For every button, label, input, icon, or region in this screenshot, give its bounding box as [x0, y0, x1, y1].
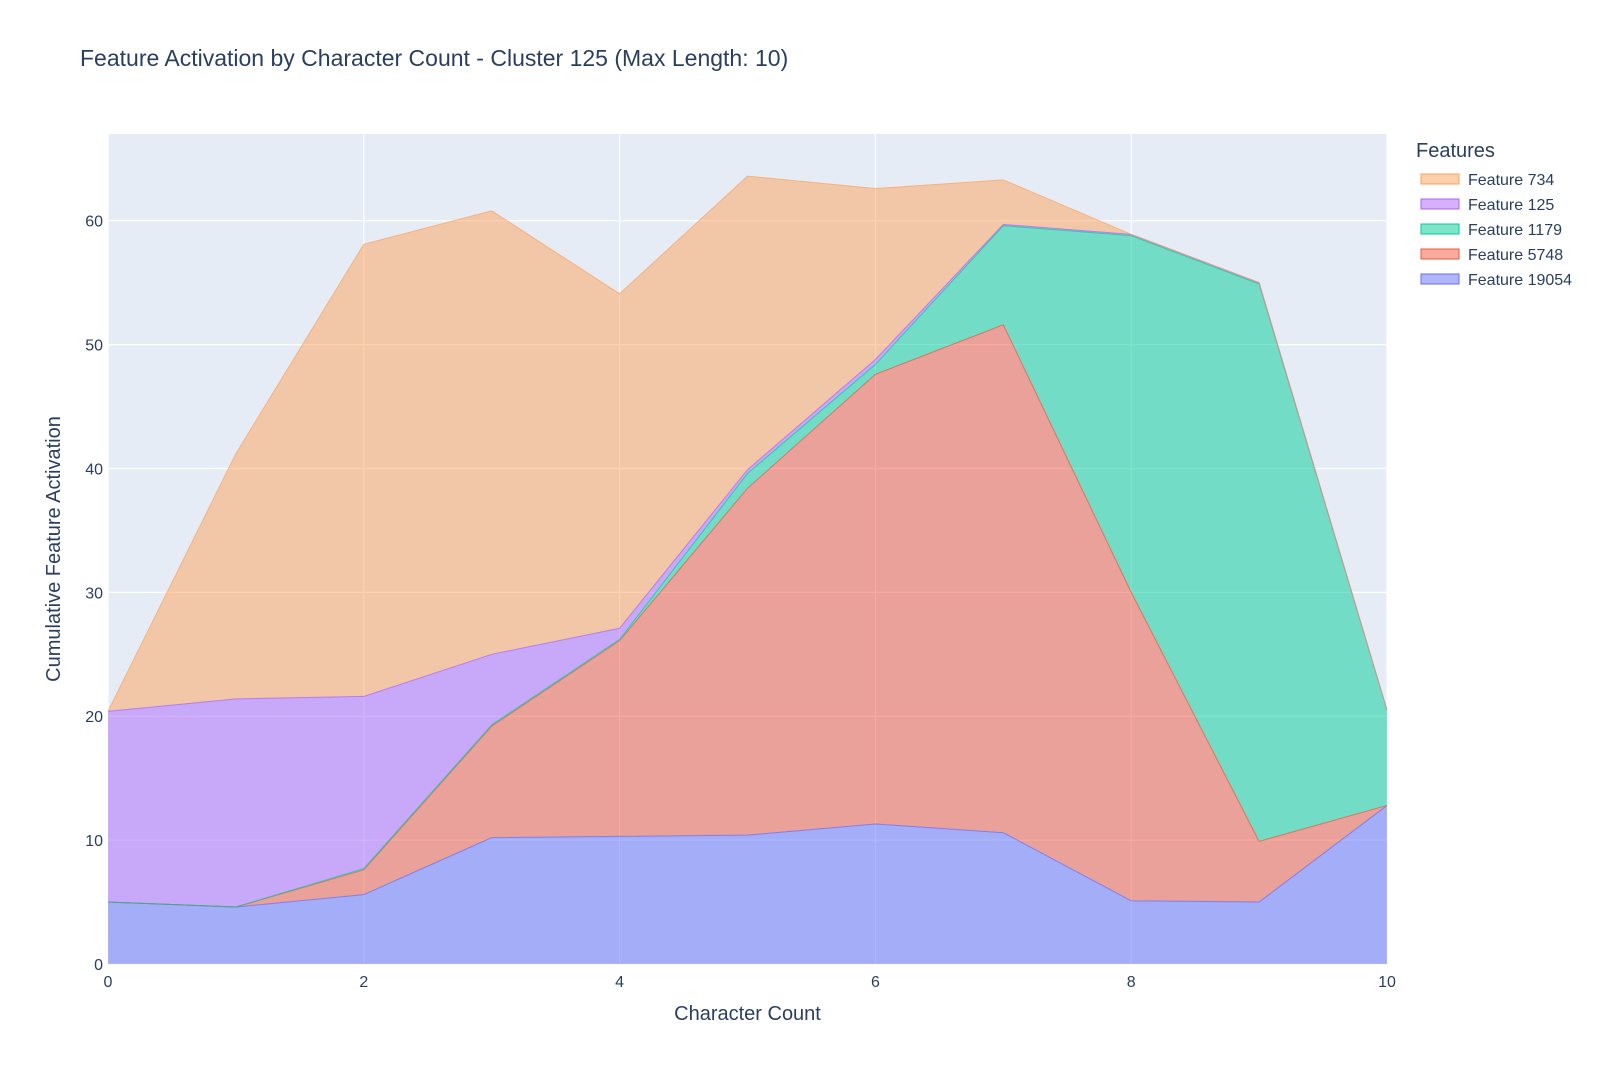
legend-label: Feature 1179: [1468, 222, 1562, 239]
y-tick-label: 0: [94, 957, 103, 974]
chart-title: Feature Activation by Character Count - …: [80, 45, 788, 71]
legend-swatch: [1420, 223, 1460, 235]
y-tick-label: 60: [85, 214, 103, 231]
legend-label: Feature 5748: [1468, 247, 1563, 264]
legend-item-feature-125[interactable]: Feature 125: [1420, 197, 1554, 214]
y-tick-label: 20: [85, 709, 103, 726]
legend: Features Feature 734 Feature 125 Feature 1…: [1416, 140, 1572, 289]
legend-label: Feature 734: [1468, 172, 1554, 189]
y-tick-label: 30: [85, 585, 103, 602]
x-tick-label: 6: [871, 974, 880, 991]
line-feature-1179: [107, 225, 1388, 908]
x-axis-title: Character Count: [674, 1003, 821, 1025]
area-series-layer: [108, 176, 1387, 964]
y-tick-label: 40: [85, 461, 103, 478]
area-feature-5748: [108, 324, 1387, 908]
area-feature-19054: [108, 805, 1387, 964]
y-tick-label: 50: [85, 338, 103, 355]
series-lines-layer: [107, 175, 1388, 908]
legend-swatch: [1420, 248, 1460, 260]
tick-labels: 0 2 4 6 8 10 0 10 20 30 40 50 60: [85, 214, 1396, 991]
x-tick-label: 0: [104, 974, 113, 991]
legend-swatch: [1420, 173, 1460, 185]
legend-item-feature-734[interactable]: Feature 734: [1420, 172, 1554, 189]
x-tick-label: 10: [1378, 974, 1396, 991]
legend-swatch: [1420, 198, 1460, 210]
line-feature-5748: [107, 324, 1388, 908]
area-feature-734: [108, 176, 1387, 712]
x-tick-label: 2: [359, 974, 368, 991]
legend-swatch: [1420, 273, 1460, 285]
legend-item-feature-1179[interactable]: Feature 1179: [1420, 222, 1562, 239]
legend-label: Feature 125: [1468, 197, 1554, 214]
area-feature-125: [108, 224, 1387, 908]
legend-item-feature-19054[interactable]: Feature 19054: [1420, 272, 1572, 289]
x-tick-label: 4: [615, 974, 624, 991]
legend-label: Feature 19054: [1468, 272, 1572, 289]
area-feature-1179: [108, 225, 1387, 908]
legend-title: Features: [1416, 140, 1495, 162]
x-tick-label: 8: [1127, 974, 1136, 991]
y-tick-label: 10: [85, 833, 103, 850]
legend-item-feature-5748[interactable]: Feature 5748: [1420, 247, 1563, 264]
line-feature-19054: [107, 805, 1388, 908]
line-feature-734: [107, 175, 1388, 712]
y-axis-title: Cumulative Feature Activation: [43, 416, 65, 682]
